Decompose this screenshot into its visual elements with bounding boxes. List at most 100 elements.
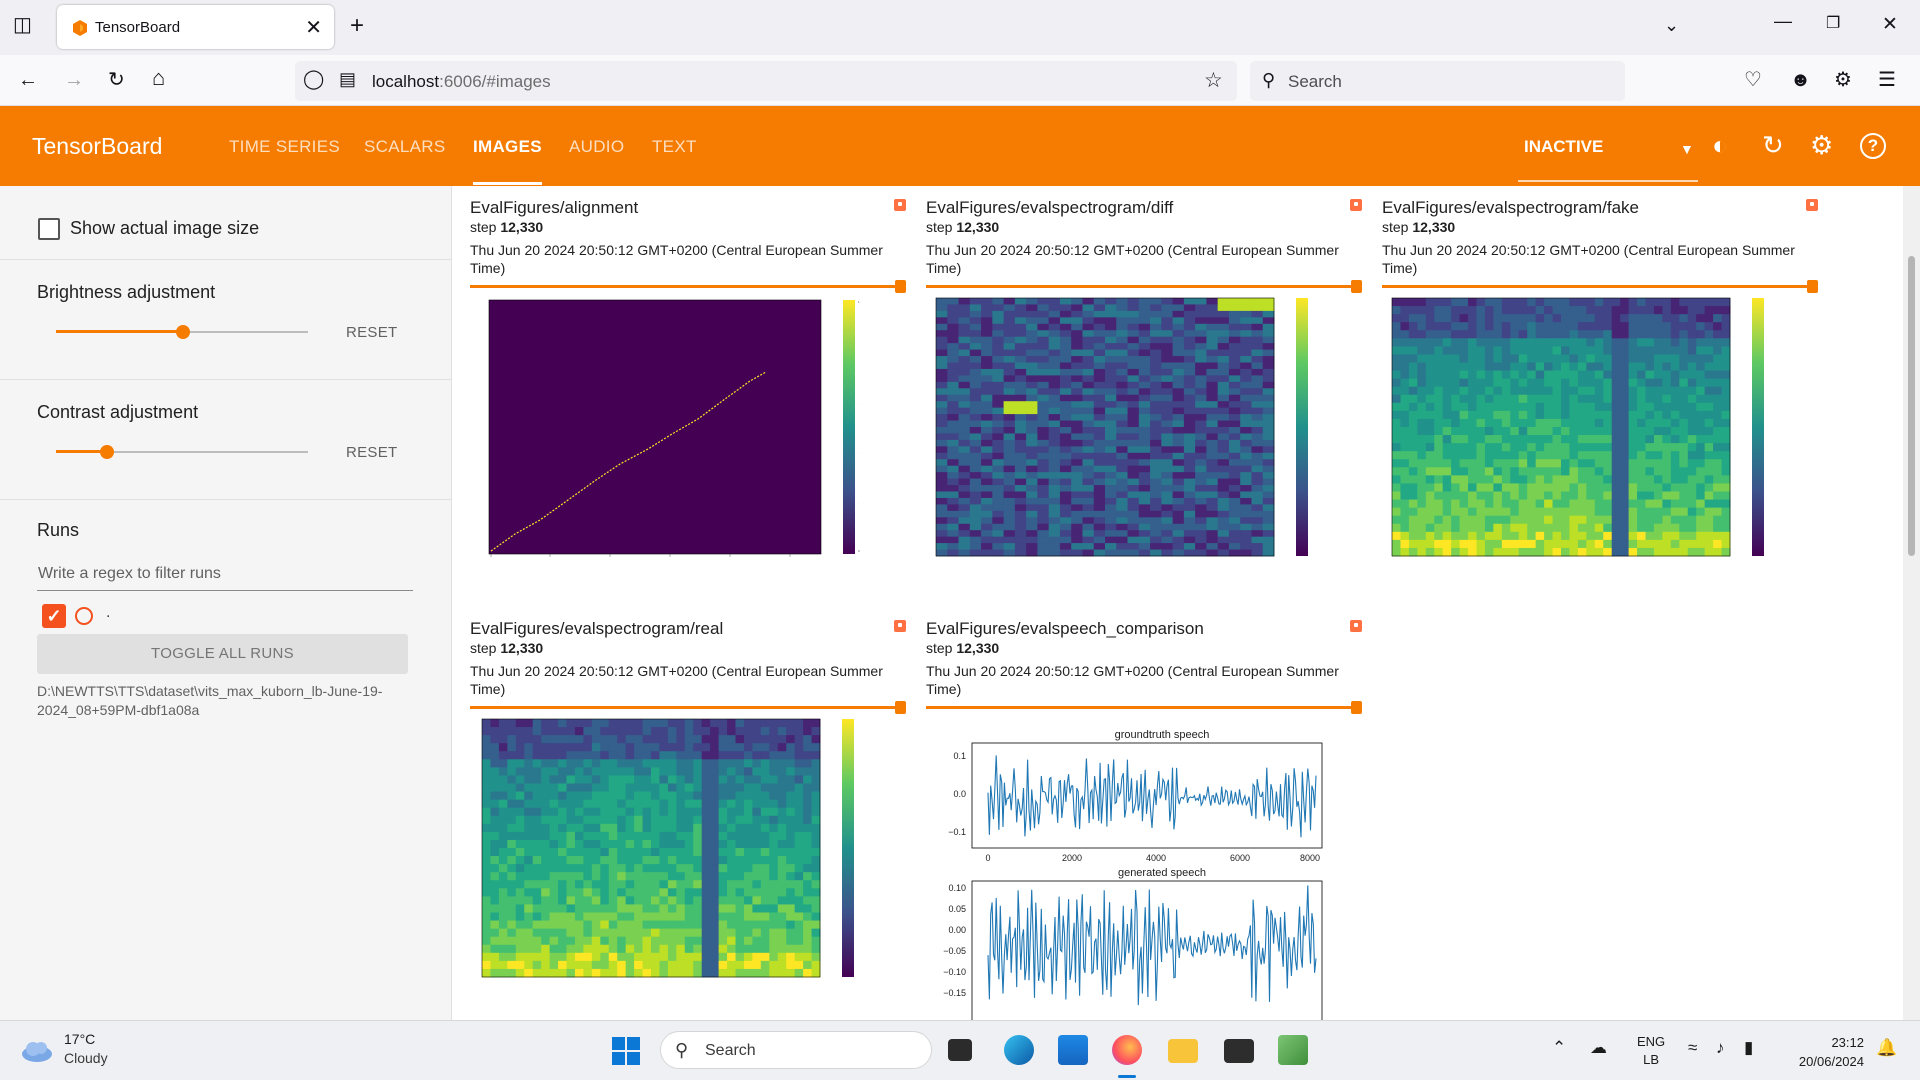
page-info-icon[interactable]: ▤	[339, 70, 356, 88]
heatmap-cell	[786, 937, 795, 945]
firefox-icon[interactable]	[1112, 1035, 1142, 1065]
step-slider-thumb[interactable]	[895, 701, 906, 714]
heatmap-cell	[1195, 330, 1207, 337]
heatmap-cell	[1184, 421, 1196, 428]
system-clock[interactable]: 23:12 20/06/2024	[1780, 1033, 1864, 1071]
tab-text[interactable]: TEXT	[652, 137, 697, 157]
task-view-icon[interactable]	[948, 1039, 972, 1061]
extensions-icon[interactable]: ⚙	[1834, 70, 1852, 90]
step-slider-track[interactable]	[470, 706, 902, 709]
spectrogram-fake-figure[interactable]	[1382, 294, 1814, 584]
help-icon[interactable]: ?	[1860, 133, 1886, 159]
address-bar[interactable]: ◯ ▤ localhost:6006/#images ☆	[295, 61, 1237, 101]
run-color-circle-icon[interactable]	[75, 607, 93, 625]
heatmap-cell	[1451, 298, 1460, 306]
speech-comparison-figure[interactable]: groundtruth speech 0.1 0.0 −0.1 0 2000 4…	[926, 715, 1358, 1020]
settings-gear-icon[interactable]: ⚙	[1810, 132, 1833, 158]
home-icon[interactable]: ⌂	[152, 67, 165, 89]
contrast-slider-thumb[interactable]	[100, 445, 114, 459]
wifi-icon[interactable]: ≈	[1688, 1039, 1697, 1056]
shield-icon[interactable]: ◯	[303, 70, 324, 89]
heatmap-cell	[1400, 346, 1409, 354]
tab-list-icon[interactable]: ◫	[13, 15, 32, 35]
reload-icon[interactable]: ↻	[108, 70, 125, 90]
list-all-tabs-icon[interactable]: ⌄	[1664, 16, 1679, 34]
heatmap-cell	[643, 872, 652, 880]
step-slider-thumb[interactable]	[895, 280, 906, 293]
heatmap-cell	[736, 751, 745, 759]
pin-card-icon[interactable]	[1350, 199, 1362, 211]
battery-icon[interactable]: ▮	[1744, 1039, 1753, 1056]
bookmark-star-icon[interactable]: ☆	[1204, 70, 1223, 91]
inactive-dropdown[interactable]: INACTIVE	[1524, 137, 1603, 157]
notification-bell-icon[interactable]: 🔔	[1876, 1039, 1897, 1056]
show-actual-size-checkbox[interactable]	[38, 218, 60, 240]
pin-card-icon[interactable]	[1806, 199, 1818, 211]
alignment-figure[interactable]: 1....0	[470, 294, 902, 584]
spectrogram-diff-figure[interactable]	[926, 294, 1358, 584]
file-explorer-icon[interactable]	[1168, 1039, 1198, 1063]
step-slider-thumb[interactable]	[1351, 701, 1362, 714]
heatmap-cell	[1519, 427, 1528, 435]
windows-start-icon[interactable]	[612, 1037, 640, 1065]
pin-card-icon[interactable]	[1350, 620, 1362, 632]
brightness-reset-button[interactable]: RESET	[346, 324, 398, 341]
step-slider-thumb[interactable]	[1351, 280, 1362, 293]
spectrogram-real-figure[interactable]	[470, 715, 902, 1005]
new-tab-icon[interactable]: +	[350, 14, 364, 38]
heatmap-cell	[507, 743, 516, 751]
scrollbar-thumb[interactable]	[1908, 256, 1915, 556]
close-window-icon[interactable]: ✕	[1882, 15, 1898, 34]
heatmap-cell	[1460, 540, 1469, 548]
account-icon[interactable]: ☻	[1790, 70, 1811, 90]
main-scrollbar[interactable]	[1903, 186, 1920, 1020]
tab-scalars[interactable]: SCALARS	[364, 137, 445, 157]
run-filter-input[interactable]: Write a regex to filter runs	[37, 561, 413, 591]
edge-icon[interactable]	[1004, 1035, 1034, 1065]
minimize-icon[interactable]: —	[1774, 12, 1792, 30]
heatmap-cell	[1662, 330, 1671, 338]
paint-app-icon[interactable]	[1278, 1035, 1308, 1065]
browser-search-box[interactable]: ⚲ Search	[1250, 61, 1625, 101]
step-slider-track[interactable]	[470, 285, 902, 288]
heatmap-cell	[668, 913, 677, 921]
forward-icon[interactable]: →	[64, 70, 84, 90]
terminal-icon[interactable]	[1224, 1039, 1254, 1063]
step-slider-track[interactable]	[926, 285, 1358, 288]
heatmap-cell	[1206, 524, 1218, 531]
restore-icon[interactable]: ❐	[1826, 16, 1840, 32]
card-step-label: step	[926, 219, 952, 235]
heatmap-cell	[1082, 524, 1094, 531]
contrast-reset-button[interactable]: RESET	[346, 444, 398, 461]
tab-audio[interactable]: AUDIO	[569, 137, 624, 157]
step-slider-track[interactable]	[926, 706, 1358, 709]
tab-images[interactable]: IMAGES	[473, 137, 542, 157]
pocket-icon[interactable]: ♡	[1744, 70, 1762, 90]
back-icon[interactable]: ←	[18, 70, 38, 90]
heatmap-cell	[651, 735, 660, 743]
heatmap-cell	[567, 929, 576, 937]
language-indicator[interactable]: ENG LB	[1637, 1033, 1665, 1069]
step-slider-thumb[interactable]	[1807, 280, 1818, 293]
menu-icon[interactable]: ☰	[1878, 70, 1896, 90]
store-icon[interactable]	[1058, 1035, 1088, 1065]
brightness-theme-icon[interactable]: ◐	[1712, 132, 1728, 158]
browser-tab-tensorboard[interactable]: TensorBoard ✕	[57, 5, 334, 49]
run-checkbox-checked[interactable]: ✓	[42, 604, 66, 628]
taskbar-search[interactable]: ⚲ Search	[660, 1031, 932, 1069]
volume-icon[interactable]: ♪	[1716, 1039, 1725, 1056]
refresh-icon[interactable]: ↻	[1762, 132, 1784, 158]
brightness-slider-thumb[interactable]	[176, 325, 190, 339]
heatmap-cell	[1477, 500, 1486, 508]
heatmap-cell	[1510, 379, 1519, 387]
pin-card-icon[interactable]	[894, 199, 906, 211]
dropdown-arrow-icon[interactable]: ▼	[1680, 142, 1694, 156]
step-slider-track[interactable]	[1382, 285, 1814, 288]
heatmap-cell	[1569, 363, 1578, 371]
toggle-all-runs-button[interactable]: TOGGLE ALL RUNS	[37, 634, 408, 674]
onedrive-icon[interactable]: ☁	[1590, 1039, 1607, 1056]
pin-card-icon[interactable]	[894, 620, 906, 632]
show-hidden-icons-icon[interactable]: ⌃	[1552, 1039, 1566, 1056]
close-tab-icon[interactable]: ✕	[305, 15, 322, 40]
tab-time-series[interactable]: TIME SERIES	[229, 137, 340, 157]
